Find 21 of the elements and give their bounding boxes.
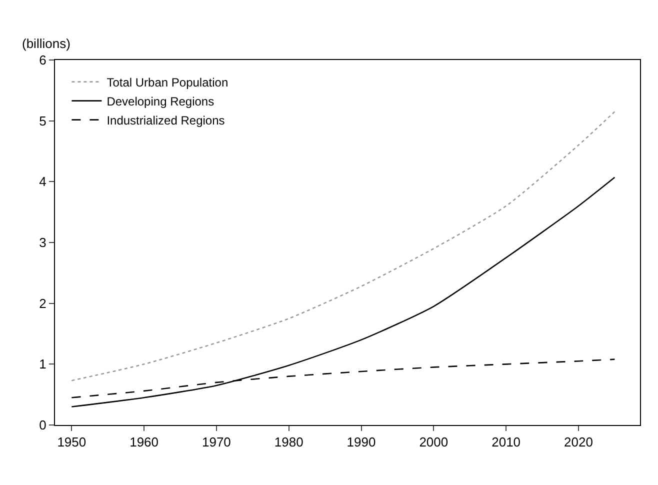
y-tick-label: 4 — [39, 174, 46, 190]
y-tick-label: 0 — [39, 418, 46, 433]
y-tick-label: 6 — [39, 52, 46, 68]
y-axis-title: (billions) — [22, 36, 70, 51]
x-tick-label: 1950 — [57, 434, 86, 450]
x-tick-label: 1990 — [346, 434, 376, 450]
y-tick-label: 2 — [39, 296, 46, 311]
x-tick-label: 1960 — [130, 434, 159, 450]
legend-label: Developing Regions — [106, 94, 214, 108]
x-tick-label: 1980 — [274, 434, 304, 450]
x-tick-label: 2010 — [492, 434, 521, 450]
y-tick-label: 1 — [39, 356, 46, 372]
y-tick-label: 5 — [39, 113, 46, 128]
legend-label: Total Urban Population — [106, 75, 228, 90]
y-tick-label: 3 — [39, 235, 46, 250]
x-tick-label: 2020 — [564, 434, 593, 450]
legend-label: Industrialized Regions — [106, 113, 225, 128]
line-series — [71, 111, 616, 382]
line-series — [71, 176, 616, 408]
x-tick-label: 2000 — [419, 434, 448, 450]
x-tick-label: 1970 — [202, 434, 231, 450]
